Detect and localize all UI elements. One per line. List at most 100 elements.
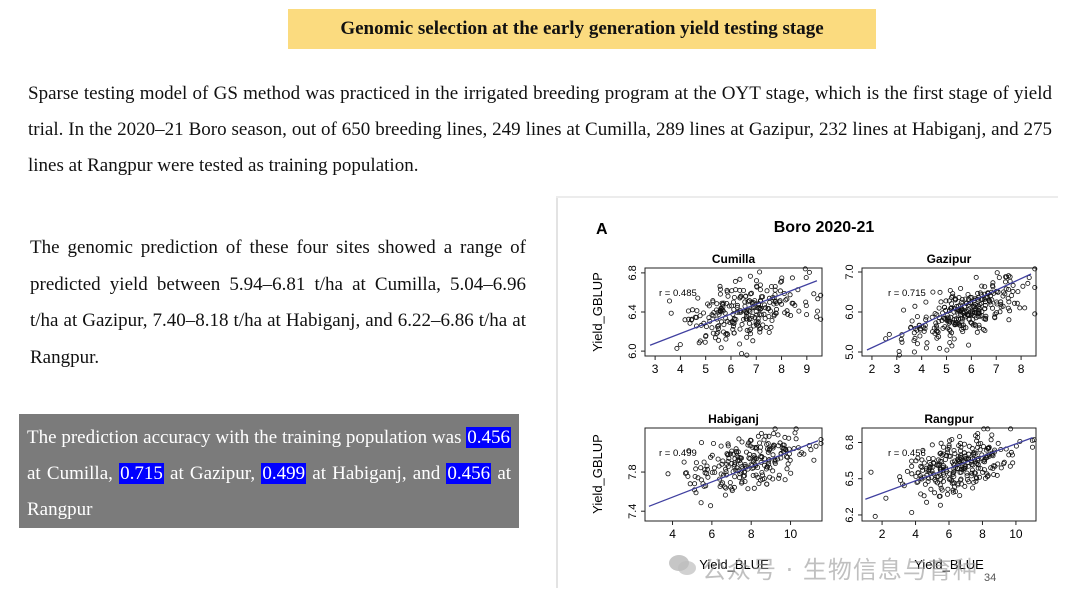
x-tick-label: 4 bbox=[918, 362, 925, 376]
data-point bbox=[961, 441, 967, 447]
data-point bbox=[742, 461, 748, 467]
data-point bbox=[692, 314, 698, 320]
data-point bbox=[944, 449, 950, 455]
panel-rangpur: Rangpur r = 0.456 2 4 6 8 10 6.2 6.5 6.8 bbox=[844, 412, 1037, 541]
data-point bbox=[930, 456, 936, 462]
data-point bbox=[944, 315, 950, 321]
data-point bbox=[718, 481, 724, 487]
data-point bbox=[770, 468, 776, 474]
data-point bbox=[720, 480, 726, 486]
data-point bbox=[982, 302, 988, 308]
data-point bbox=[717, 286, 723, 292]
data-point bbox=[1031, 437, 1037, 443]
data-point bbox=[766, 433, 772, 439]
data-point bbox=[716, 311, 722, 317]
data-point bbox=[709, 325, 715, 331]
data-point bbox=[988, 437, 994, 443]
y-tick-label: 6.0 bbox=[844, 304, 856, 319]
data-point bbox=[766, 329, 772, 335]
data-point bbox=[743, 449, 749, 455]
data-point bbox=[957, 448, 963, 454]
data-point bbox=[815, 296, 821, 302]
data-point bbox=[978, 466, 984, 472]
data-point bbox=[721, 300, 727, 306]
data-point bbox=[712, 335, 718, 341]
data-point bbox=[938, 299, 944, 305]
data-point bbox=[751, 452, 757, 458]
data-point bbox=[698, 500, 704, 506]
data-point bbox=[957, 322, 963, 328]
data-point bbox=[983, 295, 989, 301]
data-point bbox=[753, 446, 759, 452]
data-point bbox=[692, 473, 698, 479]
data-point bbox=[969, 445, 975, 451]
data-point bbox=[986, 444, 992, 450]
data-point bbox=[761, 437, 767, 443]
data-point bbox=[687, 481, 693, 487]
y-tick-label: 7.4 bbox=[627, 504, 639, 519]
data-point bbox=[803, 275, 809, 281]
data-point bbox=[886, 331, 892, 337]
data-point bbox=[950, 470, 956, 476]
x-tick-label: 6 bbox=[968, 362, 975, 376]
data-point bbox=[753, 278, 759, 284]
data-point bbox=[872, 513, 878, 519]
data-point bbox=[708, 503, 714, 509]
panel-label: A bbox=[596, 221, 608, 238]
data-point bbox=[925, 478, 931, 484]
data-point bbox=[959, 322, 965, 328]
data-point bbox=[753, 319, 759, 325]
data-point bbox=[758, 312, 764, 318]
data-point bbox=[1010, 282, 1016, 288]
data-point bbox=[804, 312, 810, 318]
y-tick-label: 6.0 bbox=[627, 343, 639, 358]
data-point bbox=[700, 310, 706, 316]
y-tick-label: 6.2 bbox=[844, 507, 856, 522]
data-point bbox=[768, 324, 774, 330]
data-point bbox=[743, 316, 749, 322]
data-point bbox=[731, 330, 737, 336]
data-point bbox=[747, 331, 753, 337]
data-point bbox=[706, 303, 712, 309]
data-point bbox=[724, 318, 730, 324]
data-point bbox=[718, 345, 724, 351]
data-point bbox=[958, 476, 964, 482]
data-point bbox=[926, 467, 932, 473]
x-tick-label: 7 bbox=[753, 362, 760, 376]
data-point bbox=[1002, 279, 1008, 285]
panel-title: Gazipur bbox=[927, 252, 972, 266]
data-point bbox=[782, 434, 788, 440]
data-point bbox=[682, 317, 688, 323]
data-point bbox=[683, 470, 689, 476]
data-point bbox=[946, 442, 952, 448]
data-point bbox=[980, 443, 986, 449]
data-point bbox=[1009, 452, 1015, 458]
data-point bbox=[1032, 266, 1038, 272]
data-point bbox=[750, 338, 756, 344]
data-point bbox=[761, 302, 767, 308]
data-point bbox=[763, 324, 769, 330]
data-point bbox=[1005, 305, 1011, 311]
data-point bbox=[976, 322, 982, 328]
data-point bbox=[694, 308, 700, 314]
data-point bbox=[813, 443, 819, 449]
data-point bbox=[772, 284, 778, 290]
data-point bbox=[796, 308, 802, 314]
x-tick-label: 5 bbox=[943, 362, 950, 376]
y-axis-label-bottom: Yield_GBLUP bbox=[590, 434, 605, 514]
data-point bbox=[928, 461, 934, 467]
data-point bbox=[725, 293, 731, 299]
data-point bbox=[951, 480, 957, 486]
data-point bbox=[747, 437, 753, 443]
data-point bbox=[994, 270, 1000, 276]
data-point bbox=[709, 312, 715, 318]
data-point bbox=[977, 447, 983, 453]
data-point bbox=[944, 491, 950, 497]
x-tick-label: 8 bbox=[979, 527, 986, 541]
data-point bbox=[951, 469, 957, 475]
data-point bbox=[787, 292, 793, 298]
intro-paragraph: Sparse testing model of GS method was pr… bbox=[28, 83, 1052, 176]
data-point bbox=[724, 301, 730, 307]
data-point bbox=[741, 316, 747, 322]
data-point bbox=[803, 299, 809, 305]
